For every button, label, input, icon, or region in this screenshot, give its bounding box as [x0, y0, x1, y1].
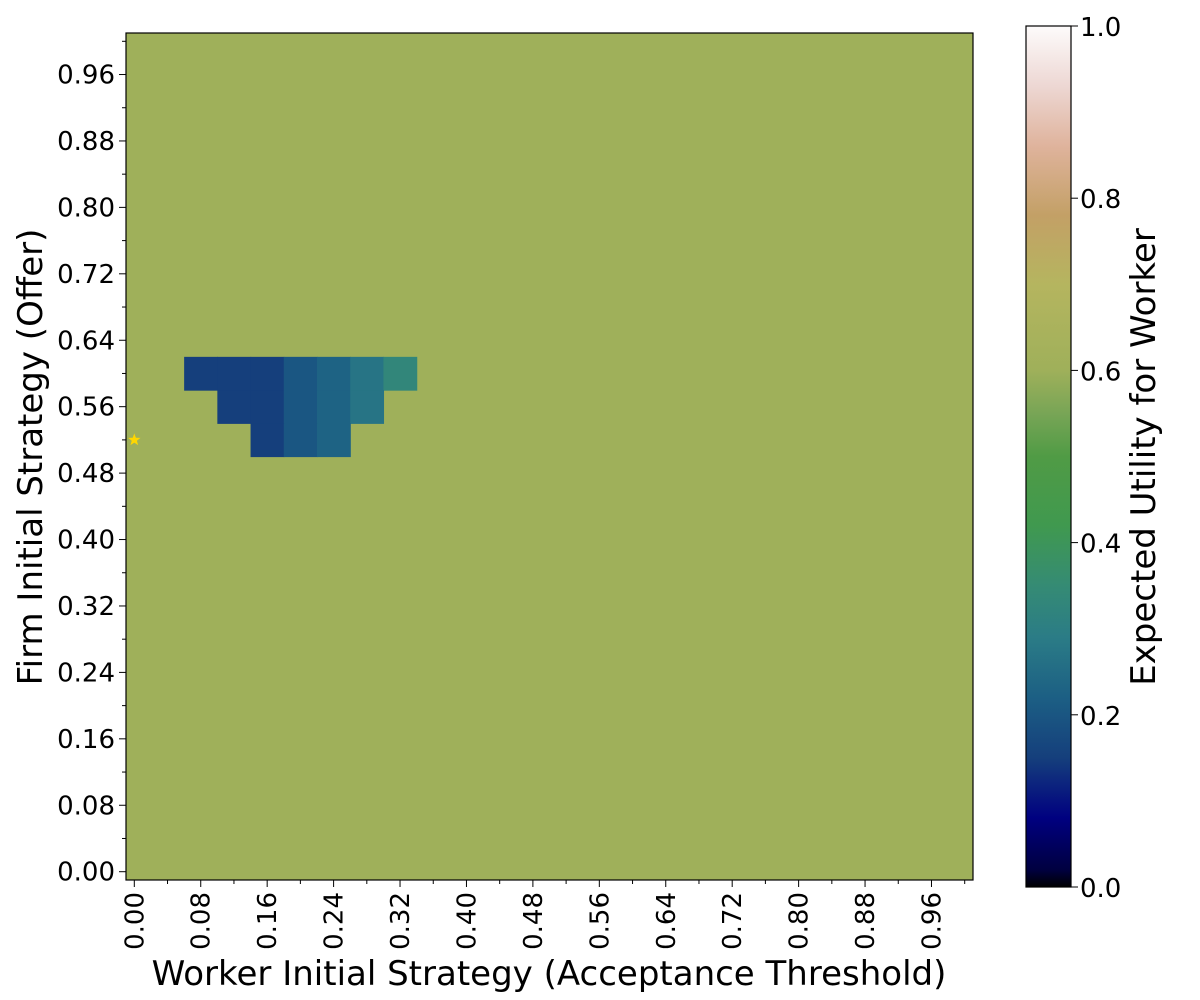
plot-area	[125, 32, 974, 881]
colorbar-tick-label: 1.0	[1080, 13, 1121, 43]
x-tick-label: 0.32	[386, 892, 416, 950]
colorbar-tick-label: 0.6	[1080, 357, 1121, 387]
heatmap-cell	[184, 356, 218, 391]
heatmap-cell	[283, 356, 318, 391]
x-axis: 0.00 0.08 0.16 0.24 0.32 0.40 0.48 0.56 0.64 0.72…	[120, 880, 966, 950]
y-tick-label: 0.00	[57, 858, 115, 888]
marker-layer	[128, 433, 141, 446]
heatmap-cell	[316, 356, 351, 391]
x-tick-label: 0.08	[187, 892, 217, 950]
x-tick-label: 0.96	[917, 892, 947, 950]
y-tick-label: 0.32	[57, 592, 115, 622]
heatmap-cell	[316, 423, 351, 458]
colorbar-ticks: 0.0 0.2 0.4 0.6 0.8 1.0	[1071, 13, 1121, 904]
y-tick-label: 0.96	[57, 61, 115, 91]
y-tick-label: 0.64	[57, 326, 115, 356]
heatmap-cell	[250, 423, 285, 458]
y-tick-label: 0.80	[57, 193, 115, 223]
y-axis-label: Firm Initial Strategy (Offer)	[11, 229, 51, 686]
x-tick-label: 0.40	[452, 892, 482, 950]
star-marker	[128, 433, 141, 446]
colorbar-tick-label: 0.0	[1080, 874, 1121, 904]
y-tick-label: 0.16	[57, 725, 115, 755]
x-axis-label: Worker Initial Strategy (Acceptance Thre…	[152, 954, 947, 994]
x-tick-label: 0.16	[253, 892, 283, 950]
y-tick-label: 0.88	[57, 127, 115, 157]
plot-frame	[125, 32, 974, 881]
colorbar-tick-label: 0.8	[1080, 185, 1121, 215]
colorbar: 0.0 0.2 0.4 0.6 0.8 1.0 Expected Utility for …	[1025, 13, 1164, 904]
heatmap-cells	[184, 356, 418, 458]
y-tick-label: 0.48	[57, 459, 115, 489]
heatmap-cell	[350, 390, 385, 424]
heatmap-cell	[250, 356, 285, 391]
y-tick-label: 0.40	[57, 526, 115, 556]
x-tick-label: 0.56	[585, 892, 615, 950]
y-tick-label: 0.56	[57, 393, 115, 423]
heatmap-cell	[283, 390, 318, 424]
x-tick-label: 0.48	[519, 892, 549, 950]
x-tick-label: 0.80	[785, 892, 815, 950]
heatmap-cell	[217, 356, 252, 391]
x-tick-label: 0.24	[320, 892, 350, 950]
colorbar-label: Expected Utility for Worker	[1124, 228, 1164, 686]
x-tick-label: 0.88	[851, 892, 881, 950]
colorbar-tick-label: 0.4	[1080, 530, 1121, 560]
y-tick-label: 0.24	[57, 658, 115, 688]
heatmap-cell	[283, 423, 318, 458]
y-tick-label: 0.72	[57, 260, 115, 290]
heatmap-cell	[316, 390, 351, 424]
y-tick-label: 0.08	[57, 791, 115, 821]
x-tick-label: 0.64	[652, 892, 682, 950]
x-tick-label: 0.72	[718, 892, 748, 950]
x-tick-label: 0.00	[120, 892, 150, 950]
colorbar-gradient	[1025, 25, 1072, 888]
y-axis: 0.00 0.08 0.16 0.24 0.32 0.40 0.48 0.56 0.64 0.72…	[57, 40, 126, 888]
heatmap-cell	[217, 390, 252, 424]
colorbar-tick-label: 0.2	[1080, 702, 1121, 732]
heatmap-cell	[383, 356, 418, 391]
heatmap-cell	[350, 356, 385, 391]
heatmap-cell	[250, 390, 285, 424]
